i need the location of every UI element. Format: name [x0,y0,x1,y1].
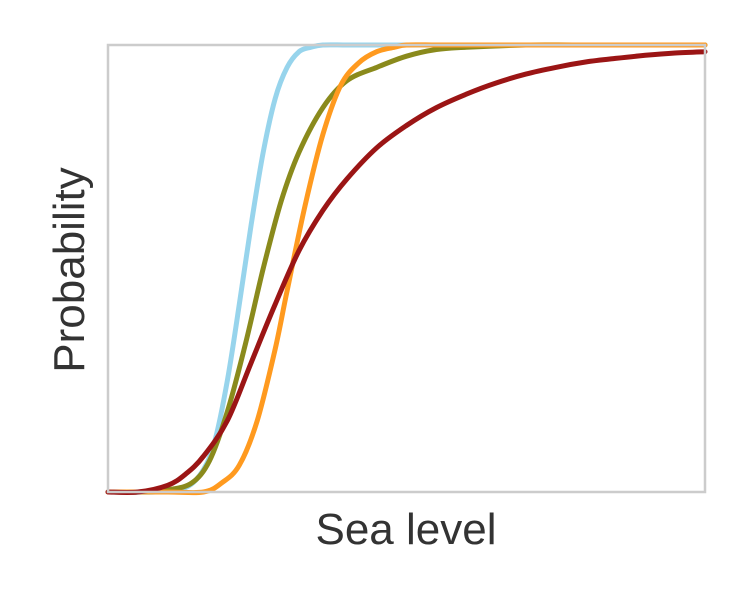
x-axis-label: Sea level [315,505,496,554]
plot-frame [106,43,707,494]
y-axis-label: Probability [45,167,94,372]
series-line-4 [105,49,708,495]
series-lines [105,42,708,496]
series-line-2 [105,42,708,495]
series-line-3 [105,42,708,496]
series-line-1 [105,42,708,495]
